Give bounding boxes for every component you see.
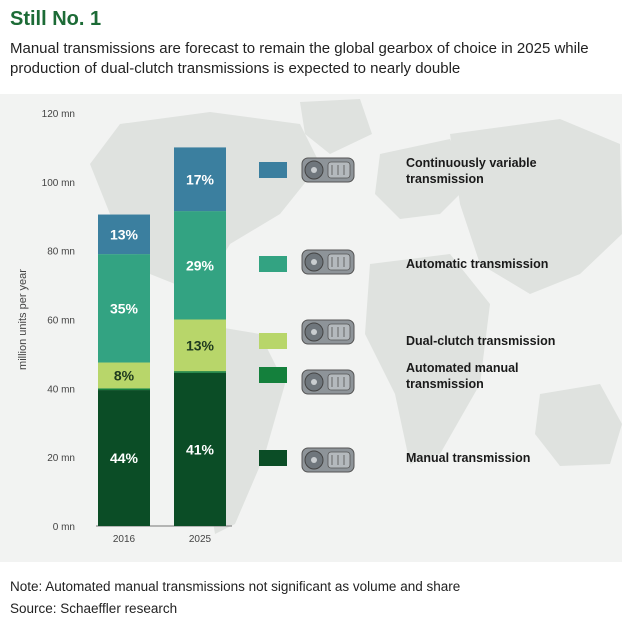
bar-data-label: 35% (110, 300, 139, 316)
bar-segment (174, 372, 226, 526)
bar-data-label: 44% (110, 450, 139, 466)
legend-swatch (259, 367, 287, 383)
y-tick-label: 100 mn (42, 178, 75, 189)
page-title: Still No. 1 (10, 8, 102, 30)
bar-data-label: 41% (186, 441, 215, 457)
bar-data-label: 8% (114, 367, 135, 383)
page-subtitle: Manual transmissions are forecast to rem… (10, 40, 589, 77)
chart-area: 0 mn 20 mn 40 mn 60 mn 80 mn 100 mn 120 mn mill… (0, 94, 622, 562)
gearbox-automated-manual-icon (301, 249, 355, 275)
world-map-background (90, 99, 622, 534)
bar-segment (174, 371, 226, 373)
legend-label: transmission (406, 172, 484, 186)
stacked-bar-chart: 0 mn 20 mn 40 mn 60 mn 80 mn 100 mn 120 mn mill… (17, 99, 622, 545)
map-europe (375, 139, 470, 219)
bar-data-label: 13% (110, 226, 139, 242)
footnote: Note: Automated manual transmissions not… (10, 579, 461, 594)
bar-segment (98, 362, 150, 389)
legend-swatch (259, 450, 287, 466)
x-tick-label: 2016 (113, 534, 136, 545)
bar-data-label: 17% (186, 171, 215, 187)
legend-swatch (259, 256, 287, 272)
y-tick-label: 0 mn (53, 522, 75, 533)
bar-segment (98, 214, 150, 255)
map-greenland (300, 99, 372, 154)
legend-label: Continuously variable (406, 156, 537, 170)
source-note: Source: Schaeffler research (10, 601, 178, 616)
legend-label: Manual transmission (406, 451, 530, 465)
y-tick-label: 120 mn (42, 109, 75, 120)
legend-label: Automated manual (406, 361, 519, 375)
y-tick-label: 80 mn (47, 247, 75, 258)
y-axis-title: million units per year (17, 269, 29, 370)
map-africa (365, 254, 490, 464)
map-asia (450, 119, 622, 294)
y-tick-label: 20 mn (47, 453, 75, 464)
y-tick-label: 60 mn (47, 316, 75, 327)
gearbox-manual-icon (301, 157, 355, 183)
legend-label: Automatic transmission (406, 257, 548, 271)
legend-label: Dual-clutch transmission (406, 334, 555, 348)
gearbox-automatic-icon (301, 369, 355, 395)
bar-data-label: 29% (186, 257, 215, 273)
bar-segment (174, 147, 226, 212)
legend-label: transmission (406, 377, 484, 391)
gearbox-cvt-icon (301, 447, 355, 473)
bar-segment (174, 211, 226, 320)
x-tick-label: 2025 (189, 534, 212, 545)
bar-segment (98, 388, 150, 391)
legend-swatch (259, 162, 287, 178)
bar-segment (98, 390, 150, 526)
gearbox-dual-clutch-icon (301, 319, 355, 345)
map-australia (535, 384, 622, 466)
bar-segment (174, 319, 226, 372)
bar-data-label: 13% (186, 337, 215, 353)
bar-segment (98, 254, 150, 363)
legend-swatch (259, 333, 287, 349)
y-tick-label: 40 mn (47, 384, 75, 395)
